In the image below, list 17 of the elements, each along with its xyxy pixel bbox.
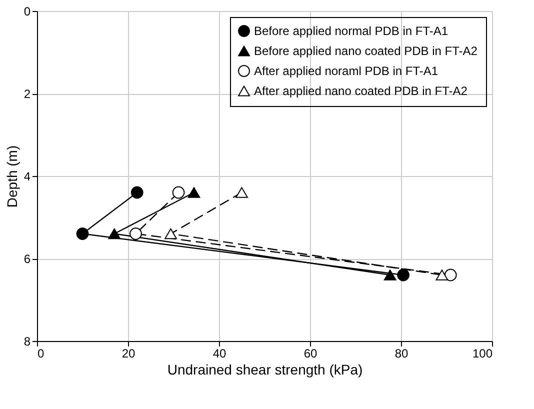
legend-label: After applied noraml PDB in FT-A1 [254, 64, 438, 78]
y-tick-label: 8 [24, 334, 31, 348]
y-tick-label: 2 [24, 87, 31, 101]
x-tick-label: 60 [304, 346, 318, 360]
y-tick-label: 4 [24, 170, 31, 184]
y-axis-title: Depth (m) [4, 145, 20, 208]
legend-label: Before applied normal PDB in FT-A1 [254, 24, 448, 38]
x-axis-title: Undrained shear strength (kPa) [167, 362, 363, 378]
x-tick-label: 20 [122, 346, 136, 360]
x-tick-label: 0 [38, 346, 44, 360]
y-tick-label: 0 [24, 4, 31, 18]
x-tick-label: 80 [394, 346, 408, 360]
y-tick-label: 6 [24, 252, 31, 266]
x-tick-label: 100 [472, 346, 493, 360]
x-tick-label: 40 [212, 346, 226, 360]
legend-label: After applied nano coated PDB in FT-A2 [254, 84, 468, 98]
legend-label: Before applied nano coated PDB in FT-A2 [254, 44, 478, 58]
